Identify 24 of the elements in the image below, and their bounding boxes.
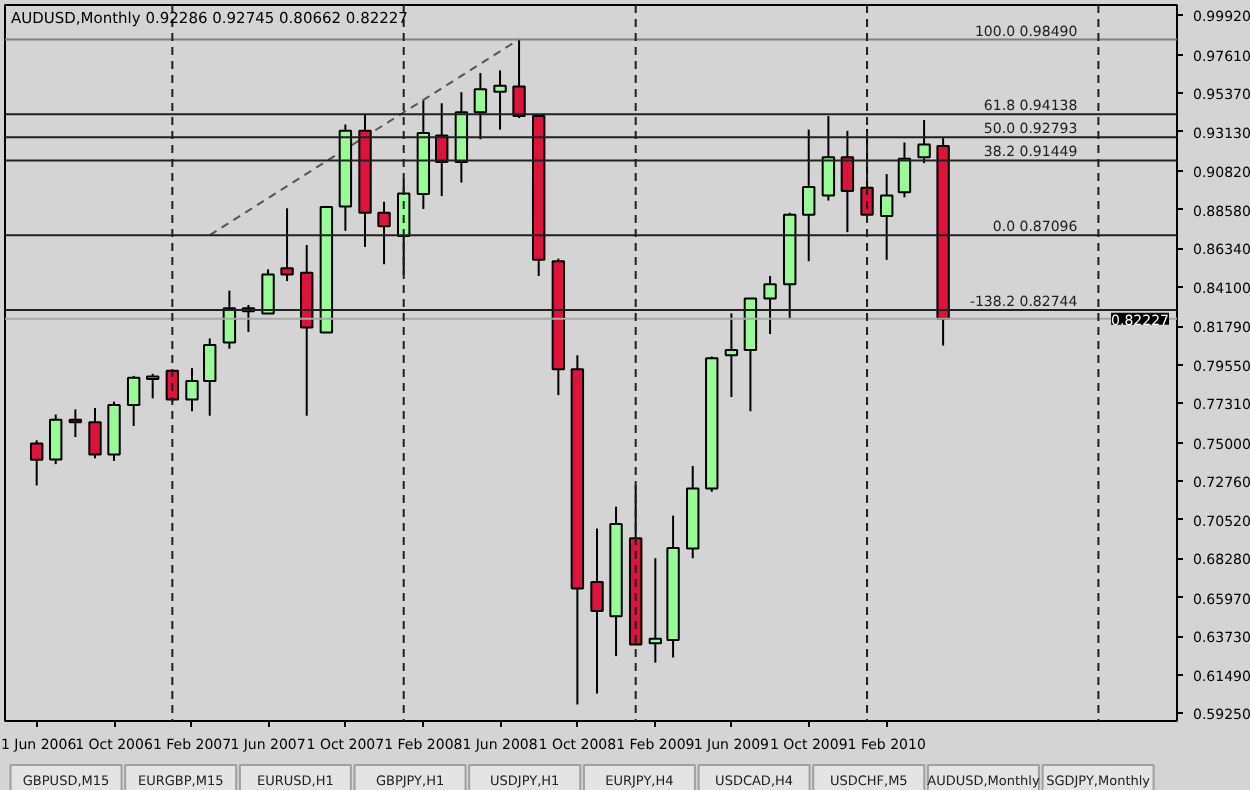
candlestick	[203, 337, 217, 417]
candlestick	[185, 367, 199, 413]
candlestick	[648, 557, 663, 664]
candlestick	[821, 115, 836, 202]
candlestick	[68, 408, 83, 438]
candlestick	[590, 527, 604, 695]
candlestick	[88, 406, 102, 460]
candlestick	[802, 128, 816, 263]
candlestick	[840, 129, 855, 234]
candlestick	[145, 372, 160, 400]
candlestick	[377, 200, 391, 266]
candlestick	[493, 69, 507, 131]
candlestick	[724, 312, 739, 398]
candlestick	[29, 439, 44, 487]
candlestick	[763, 274, 777, 335]
candlestick	[512, 38, 526, 119]
candlestick	[280, 207, 294, 283]
candlestick	[49, 413, 63, 466]
candlestick	[261, 268, 275, 316]
candlestick	[917, 119, 931, 165]
candlestick	[473, 71, 488, 141]
candlestick	[126, 374, 141, 428]
candlestick	[897, 141, 912, 199]
candlestick	[879, 173, 894, 261]
